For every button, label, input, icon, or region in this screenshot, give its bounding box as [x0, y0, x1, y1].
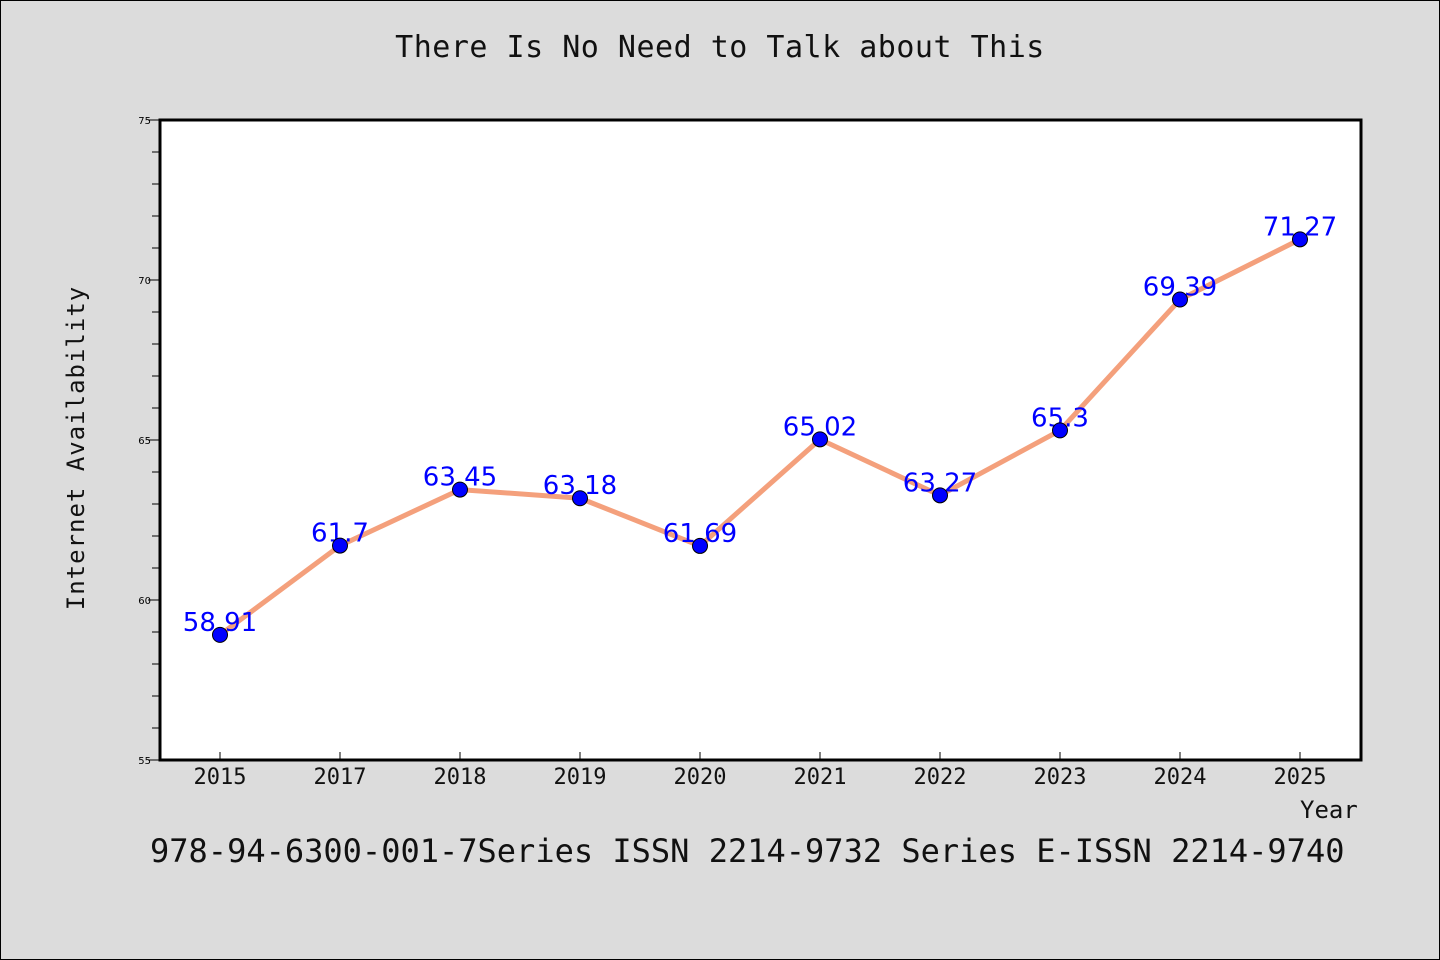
x-tick-label: 2017 [314, 765, 367, 790]
series-line [217, 236, 1303, 638]
y-tick-label: 70 [138, 276, 151, 287]
chart-title: There Is No Need to Talk about This [395, 30, 1045, 65]
x-tick-label: 2020 [674, 765, 727, 790]
data-point [812, 431, 828, 448]
x-axis: 2015 2017 2018 2019 2020 2021 2022 2023 2024 2025 [194, 752, 1327, 790]
y-tick-label: 75 [138, 116, 151, 127]
x-tick-label: 2024 [1154, 765, 1207, 790]
y-axis: 55 60 65 70 75 [138, 116, 160, 767]
x-tick-label: 2019 [554, 765, 607, 790]
y-tick-label: 65 [138, 436, 151, 447]
data-point [1172, 291, 1188, 308]
data-point [692, 537, 708, 554]
x-tick-label: 2023 [1034, 765, 1087, 790]
plot-area [160, 120, 1361, 760]
x-tick-label: 2018 [434, 765, 487, 790]
data-point [332, 537, 348, 554]
x-tick-label: 2025 [1274, 765, 1327, 790]
y-tick-label: 55 [138, 756, 151, 767]
footer-text: 978-94-6300-001-7Series ISSN 2214-9732 S… [150, 832, 1345, 870]
data-point [572, 490, 588, 507]
data-point [212, 626, 228, 643]
data-point [1052, 422, 1068, 439]
x-tick-label: 2021 [794, 765, 847, 790]
plot-border [158, 118, 1363, 762]
data-point [932, 487, 948, 504]
x-tick-label: 2015 [194, 765, 247, 790]
data-point [452, 481, 468, 498]
y-tick-label: 60 [138, 596, 151, 607]
data-point [1292, 231, 1308, 248]
x-axis-label: Year [1300, 796, 1358, 824]
x-tick-label: 2022 [914, 765, 967, 790]
